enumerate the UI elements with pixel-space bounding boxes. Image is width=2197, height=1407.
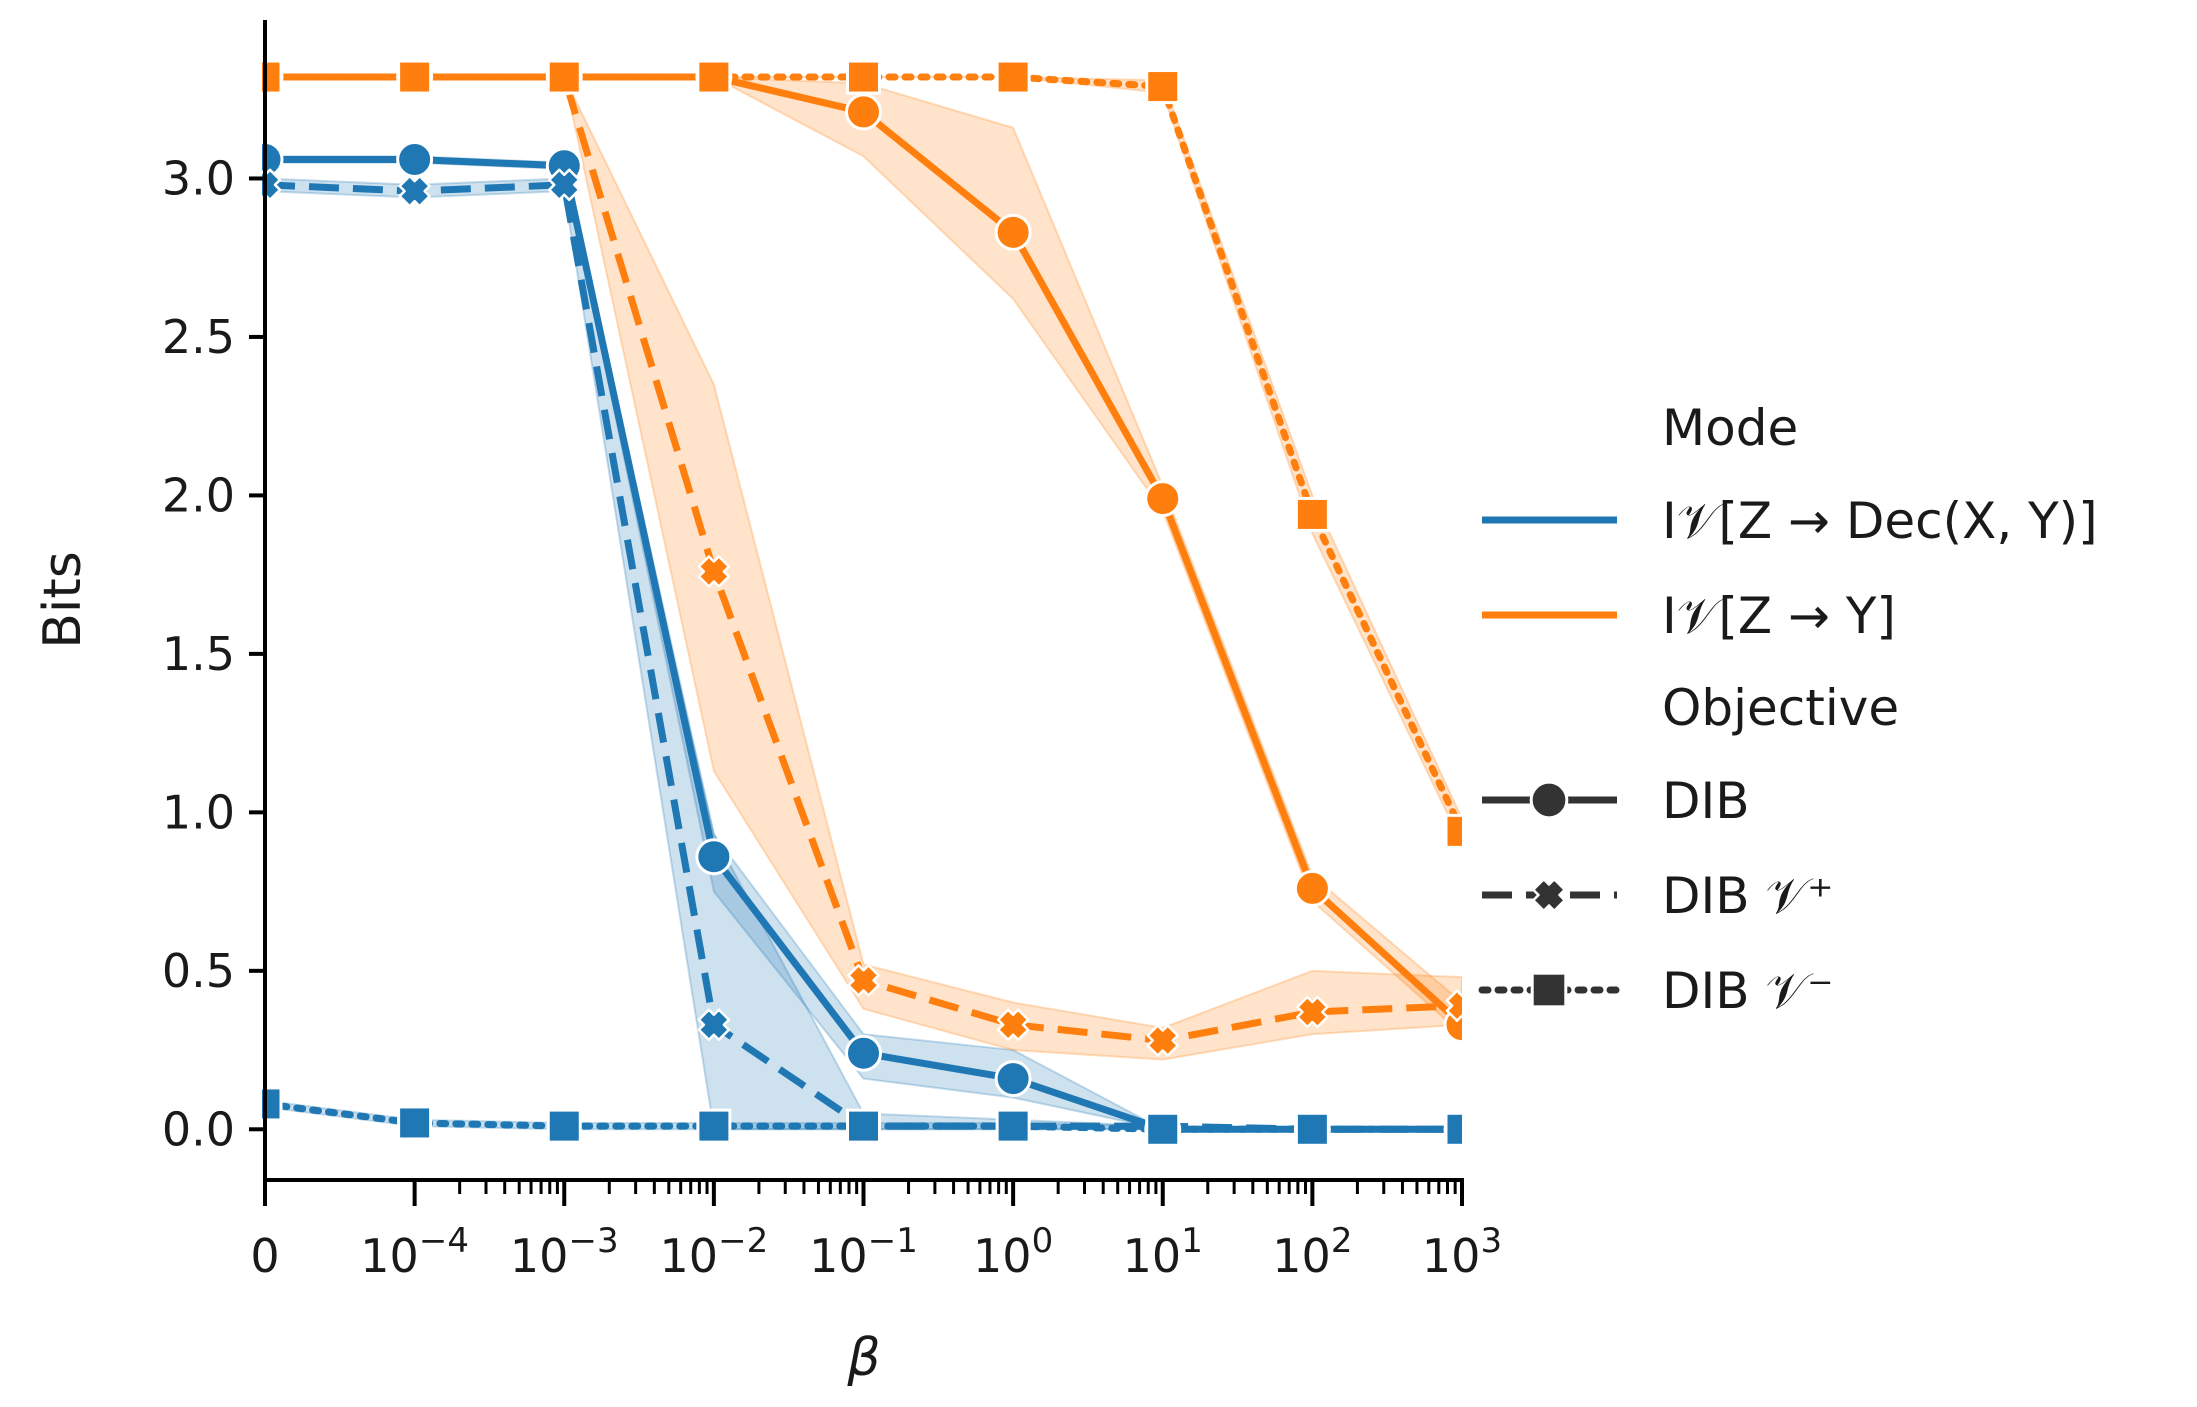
data-point-5-1 [397,59,433,95]
x-tick-label: 10−4 [360,1221,469,1283]
data-point-1-2 [548,168,581,202]
legend-objective-marker-1 [1532,878,1566,912]
data-point-2-6 [1145,1111,1181,1147]
legend-objective-marker-2 [1530,971,1568,1009]
series-markers [262,58,1462,1148]
data-point-5-2 [546,59,582,95]
x-tick-label: 100 [973,1221,1053,1283]
x-tick-label: 102 [1272,1221,1352,1283]
legend: Mode I𝒱[Z → Dec(X, Y)] I𝒱[Z → Y] Objective D… [1478,399,2098,1020]
data-point-4-6 [1146,1024,1179,1057]
y-tick-label: 3.0 [162,151,235,205]
data-point-0-1 [396,140,434,178]
legend-objective-marker-0 [1529,780,1569,820]
legend-objective-label-0: DIB [1662,772,1750,830]
x-tick-label: 0 [250,1229,279,1283]
data-point-2-4 [846,1108,881,1144]
data-point-5-6 [1145,69,1181,105]
y-axis-title: Bits [33,551,93,649]
ci-band-4 [265,76,1462,1061]
y-tick-label: 0.5 [162,944,235,998]
y-tick-label: 2.0 [162,468,235,522]
data-point-3-7 [1293,869,1331,907]
data-point-1-3 [697,1008,731,1041]
data-point-4-4 [847,964,880,997]
data-point-3-6 [1144,480,1182,518]
x-axis-title: β [846,1328,880,1388]
data-point-2-2 [546,1108,582,1144]
y-tick-label: 1.0 [162,785,235,839]
y-tick-label: 0.0 [162,1102,235,1156]
data-point-0-3 [695,838,733,876]
series-line-4 [265,73,1462,1045]
y-tick-label: 1.5 [162,627,235,681]
data-point-5-4 [846,59,881,95]
data-point-0-4 [845,1034,882,1072]
data-point-5-3 [696,59,732,95]
series-line-3 [265,73,1462,1028]
y-tick-label: 2.5 [162,310,235,364]
data-point-1-1 [398,174,431,208]
legend-mode-title: Mode [1662,399,1798,457]
x-tick-label: 10−2 [660,1221,769,1283]
x-tick-label: 103 [1422,1221,1502,1283]
data-point-4-7 [1296,995,1329,1029]
plot-area [262,58,1462,1148]
data-point-4-3 [697,555,731,588]
legend-objective-label-2: DIB 𝒱⁻ [1662,962,1833,1020]
data-point-4-8 [1445,989,1462,1022]
data-point-3-5 [994,213,1032,251]
data-point-5-5 [995,59,1031,95]
x-tick-label: 10−1 [809,1221,918,1283]
data-point-3-4 [845,93,882,131]
data-point-2-5 [995,1108,1031,1144]
legend-objective-title: Objective [1662,679,1899,737]
data-point-2-7 [1294,1111,1330,1147]
legend-objective-label-1: DIB 𝒱⁺ [1662,867,1833,925]
data-point-5-8 [1444,813,1462,849]
data-point-5-7 [1294,496,1330,532]
ci-band-3 [265,76,1462,1036]
x-tick-label: 10−3 [510,1221,619,1283]
legend-mode-label-1: I𝒱[Z → Y] [1662,587,1896,645]
data-point-4-5 [996,1008,1030,1041]
data-point-0-5 [994,1060,1032,1098]
data-point-2-8 [1444,1111,1462,1147]
legend-mode-label-0: I𝒱[Z → Dec(X, Y)] [1662,492,2098,550]
x-tick-label: 101 [1123,1221,1203,1283]
data-point-2-1 [397,1105,433,1141]
axes: 0.0 0.5 1.0 1.5 2.0 2.5 3.0 0 10−4 10−3 10−2 10−1 10… [162,20,1502,1283]
data-point-2-3 [696,1108,732,1144]
